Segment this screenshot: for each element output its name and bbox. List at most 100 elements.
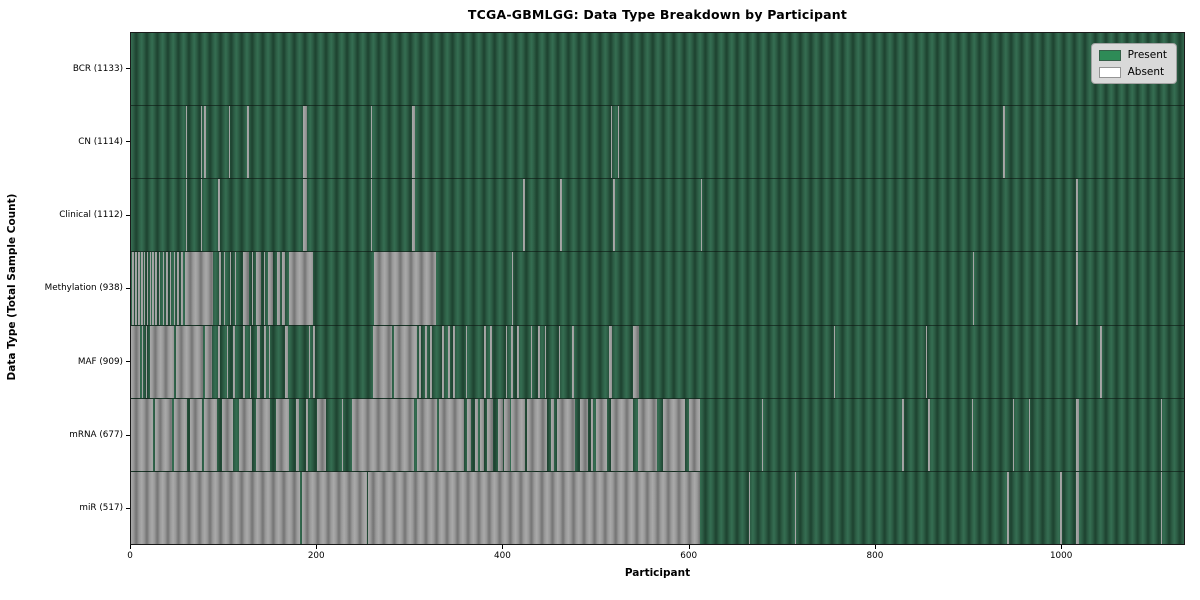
absent-segment [305,398,308,471]
x-tick-mark [316,545,318,549]
absent-segment [556,398,576,471]
absent-segment [688,398,700,471]
legend-item-present: Present [1098,49,1167,61]
y-tick-mark [126,68,130,70]
absent-segment [158,252,161,325]
x-tick-mark [688,545,690,549]
absent-segment [467,398,472,471]
absent-segment [173,252,176,325]
y-tick-slot: Clinical (1112) [0,179,130,252]
absent-segment [185,106,188,179]
absent-segment [218,325,221,398]
absent-segment [430,325,433,398]
absent-segment [1012,398,1015,471]
absent-segment [579,398,589,471]
absent-segment [313,325,315,398]
row-band-CN [131,106,1184,180]
absent-segment [184,252,213,325]
absent-segment [417,398,437,471]
absent-segment [505,325,508,398]
absent-segment [155,252,157,325]
y-tick-label: Methylation (938) [44,283,123,294]
absent-segment [538,325,540,398]
absent-segment [185,179,188,252]
y-tick-label: mRNA (677) [69,430,123,441]
absent-segment [144,252,146,325]
absent-segment [243,325,245,398]
y-tick-label: BCR (1133) [72,63,123,74]
x-tick-mark [874,545,876,549]
absent-segment [438,398,464,471]
absent-segment [204,106,206,179]
absent-segment [181,252,183,325]
absent-segment [372,325,393,398]
absent-segment [238,398,252,471]
absent-segment [700,179,703,252]
absent-segment [175,325,204,398]
absent-segment [131,325,141,398]
absent-segment [302,471,368,544]
absent-segment [1076,252,1078,325]
absent-swatch [1098,66,1121,78]
absent-segment [352,398,415,471]
absent-segment [141,252,143,325]
absent-segment [902,398,904,471]
chart-title: TCGA-GBMLGG: Data Type Breakdown by Part… [467,7,848,22]
absent-segment [276,252,280,325]
absent-segment [544,325,547,398]
absent-segment [558,325,561,398]
absent-segment [610,106,612,179]
y-tick-mark [126,434,130,436]
absent-segment [608,325,613,398]
absent-segment [411,106,416,179]
absent-segment [367,471,700,544]
y-tick-label: Clinical (1112) [59,210,123,221]
x-tick-label: 0 [127,551,133,561]
absent-segment [1002,106,1005,179]
absent-segment [255,398,271,471]
y-tick-label: MAF (909) [77,356,123,367]
absent-segment [373,252,436,325]
x-tick-label: 800 [866,551,884,561]
absent-segment [251,252,254,325]
absent-segment [267,252,274,325]
absent-segment [285,325,289,398]
absent-segment [618,106,620,179]
absent-segment [526,398,548,471]
absent-segment [152,252,154,325]
absent-segment [235,252,237,325]
absent-segment [419,325,421,398]
row-band-Methylation [131,252,1184,326]
legend: Present Absent [1090,43,1177,84]
absent-segment [928,398,930,471]
absent-segment [268,325,271,398]
absent-segment [833,325,835,398]
absent-segment [302,179,307,252]
absent-segment [145,325,147,398]
absent-segment [511,325,513,398]
absent-segment [511,398,526,471]
row-band-MAF [131,325,1184,399]
y-tick-slot: CN (1114) [0,105,130,178]
absent-segment [489,325,492,398]
x-tick-label: 400 [494,551,511,561]
absent-segment [173,398,187,471]
absent-segment [794,471,796,544]
legend-label-present: Present [1127,49,1167,61]
absent-segment [131,398,154,471]
absent-segment [465,325,468,398]
absent-segment [135,252,137,325]
absent-segment [447,325,450,398]
absent-segment [222,398,234,471]
absent-segment [218,179,220,252]
absent-segment [275,398,289,471]
absent-segment [316,398,327,471]
absent-segment [411,179,416,252]
absent-segment [228,106,230,179]
absent-segment [205,325,212,398]
y-tick-mark [126,141,130,143]
y-tick-label: miR (517) [79,503,123,514]
absent-segment [296,398,300,471]
absent-segment [611,398,633,471]
